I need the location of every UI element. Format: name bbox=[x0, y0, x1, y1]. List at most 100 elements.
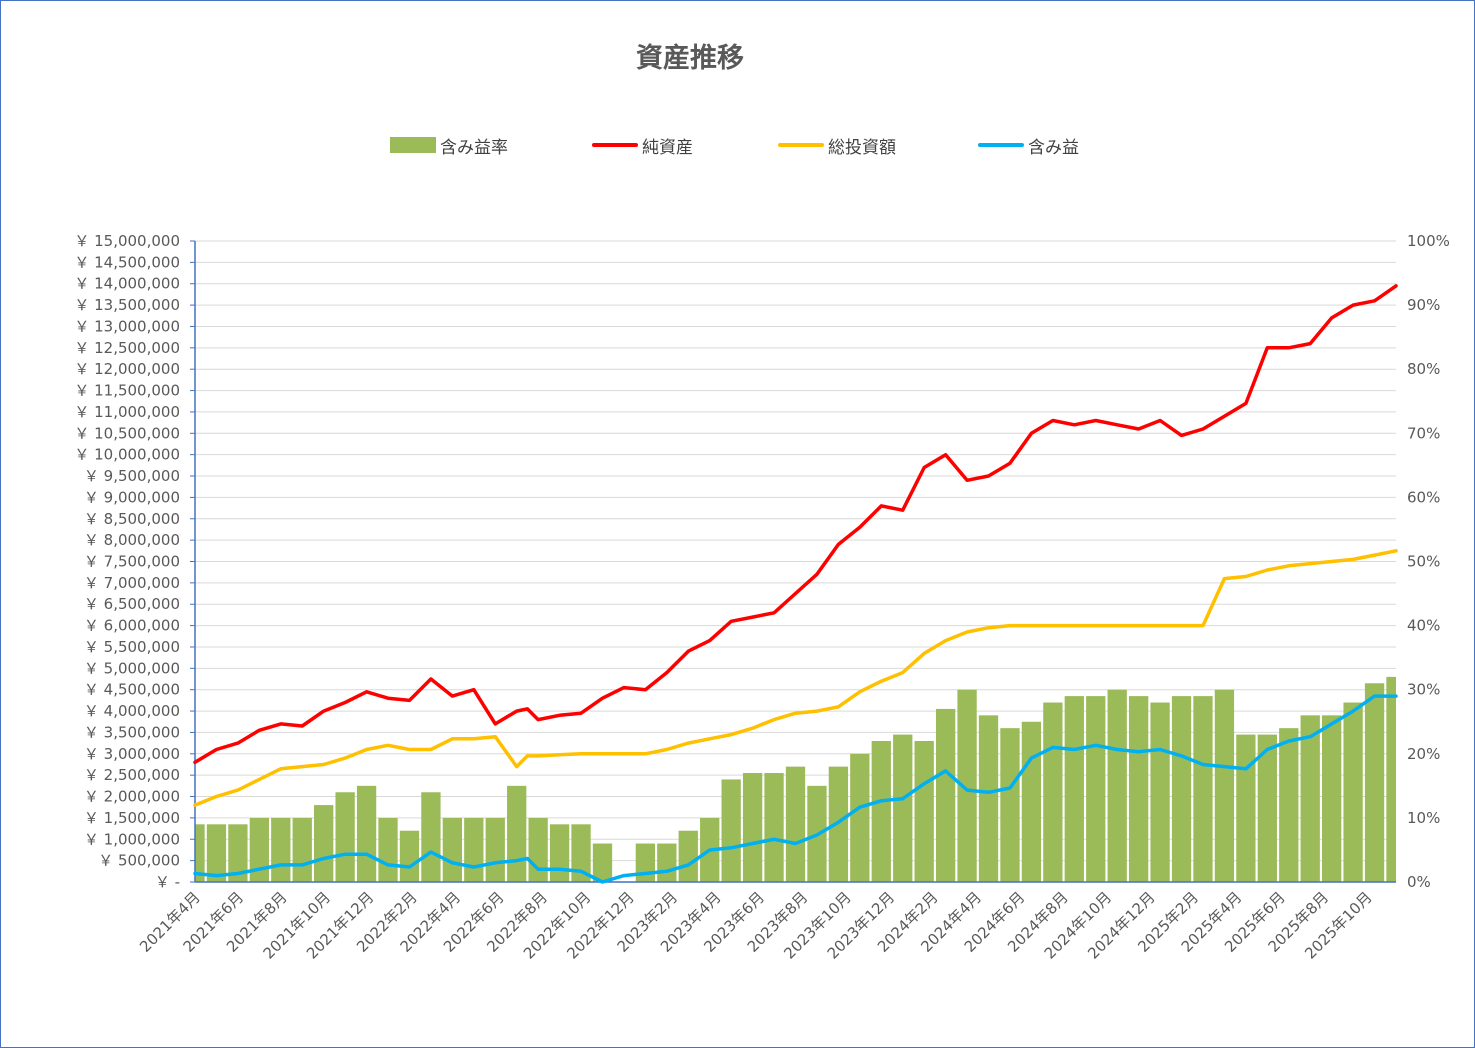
bar-ratio bbox=[378, 817, 398, 882]
bar-ratio bbox=[678, 830, 698, 882]
legend-item-gain: 含み益 bbox=[978, 134, 1079, 158]
y-axis-tick-label: ￥ 2,500,000 bbox=[84, 766, 180, 784]
y-axis-tick-label: ￥ 10,000,000 bbox=[74, 446, 180, 464]
bar-ratio bbox=[764, 773, 784, 882]
bar-ratio bbox=[356, 785, 377, 882]
bar-ratio bbox=[1107, 689, 1127, 882]
y-axis-tick-label: ￥ 2,000,000 bbox=[84, 788, 180, 806]
y-axis-tick-label: ￥ 11,000,000 bbox=[74, 403, 180, 421]
y-axis-tick-label: ￥ 12,500,000 bbox=[74, 339, 180, 357]
bar-ratio bbox=[850, 753, 870, 882]
y-axis-tick-label: ￥ 7,000,000 bbox=[84, 574, 180, 592]
bar-ratio bbox=[314, 805, 334, 882]
y2-axis-tick-label: 10% bbox=[1407, 809, 1440, 827]
bar-ratio bbox=[893, 734, 913, 882]
bar-ratio bbox=[485, 817, 505, 882]
legend-label-ratio: 含み益率 bbox=[440, 137, 508, 158]
bar-ratio bbox=[1257, 734, 1277, 882]
y2-axis-tick-label: 70% bbox=[1407, 424, 1440, 442]
bar-ratio bbox=[1236, 734, 1256, 882]
y-axis-tick-label: ￥ 500,000 bbox=[98, 852, 180, 870]
bar-ratio bbox=[957, 689, 977, 882]
bar-ratio bbox=[742, 773, 763, 882]
y-axis-tick-label: ￥ 8,000,000 bbox=[84, 531, 180, 549]
bar-ratio bbox=[1043, 702, 1063, 882]
bar-ratio bbox=[271, 817, 291, 882]
bar-ratio bbox=[549, 824, 570, 882]
bar-ratio bbox=[1021, 721, 1042, 882]
y-axis-tick-label: ￥ 6,500,000 bbox=[84, 595, 180, 613]
bar-ratio bbox=[528, 817, 548, 882]
bar-ratio bbox=[195, 824, 205, 882]
bar-ratio bbox=[785, 766, 806, 882]
y-axis-tick-label: ￥ 9,500,000 bbox=[84, 467, 180, 485]
bar-ratio bbox=[292, 817, 312, 882]
bar-ratio bbox=[1386, 676, 1396, 882]
bar-ratio bbox=[399, 830, 420, 882]
legend-swatch-invested bbox=[778, 143, 824, 147]
y2-axis-tick-label: 20% bbox=[1407, 745, 1440, 763]
legend-swatch-net bbox=[592, 143, 638, 147]
y2-axis-tick-label: 50% bbox=[1407, 553, 1440, 571]
bar-ratio bbox=[1279, 728, 1299, 882]
bar-ratio bbox=[464, 817, 484, 882]
bar-ratio bbox=[335, 792, 355, 882]
y-axis-tick-label: ￥ - bbox=[155, 873, 180, 891]
y-axis-tick-label: ￥ 13,500,000 bbox=[74, 296, 180, 314]
y2-axis-tick-label: 40% bbox=[1407, 617, 1440, 635]
bar-ratio bbox=[1322, 715, 1342, 882]
bar-ratio bbox=[1128, 696, 1149, 882]
bar-ratio bbox=[1364, 683, 1385, 882]
bar-ratio bbox=[978, 715, 999, 882]
y2-axis-tick-label: 60% bbox=[1407, 488, 1440, 506]
y2-axis-tick-label: 90% bbox=[1407, 296, 1440, 314]
y-axis-tick-label: ￥ 1,500,000 bbox=[84, 809, 180, 827]
y-axis-tick-label: ￥ 5,000,000 bbox=[84, 659, 180, 677]
y-axis-tick-label: ￥ 3,500,000 bbox=[84, 723, 180, 741]
y-axis-tick-label: ￥ 12,000,000 bbox=[74, 360, 180, 378]
y-axis-tick-label: ￥ 10,500,000 bbox=[74, 424, 180, 442]
bar-ratio bbox=[442, 817, 463, 882]
y-axis-tick-label: ￥ 5,500,000 bbox=[84, 638, 180, 656]
bar-ratio bbox=[1150, 702, 1170, 882]
legend-label-gain: 含み益 bbox=[1028, 137, 1079, 158]
y-axis-tick-label: ￥ 1,000,000 bbox=[84, 830, 180, 848]
legend-label-invested: 総投資額 bbox=[828, 137, 896, 158]
y2-axis-tick-label: 0% bbox=[1407, 873, 1431, 891]
bar-ratio bbox=[571, 824, 591, 882]
y-axis-tick-label: ￥ 3,000,000 bbox=[84, 745, 180, 763]
bar-ratio bbox=[206, 824, 227, 882]
bar-ratio bbox=[914, 740, 934, 882]
y-axis-tick-label: ￥ 6,000,000 bbox=[84, 617, 180, 635]
bar-ratio bbox=[1343, 702, 1363, 882]
bar-ratio bbox=[1193, 696, 1213, 882]
bar-ratio bbox=[721, 779, 741, 882]
y2-axis-tick-label: 80% bbox=[1407, 360, 1440, 378]
line-unrealized-gain bbox=[193, 694, 1398, 884]
line-total-invested bbox=[193, 549, 1398, 807]
y-axis-tick-label: ￥ 8,500,000 bbox=[84, 510, 180, 528]
y-axis-tick-label: ￥ 14,000,000 bbox=[74, 275, 180, 293]
y-axis-tick-label: ￥ 15,000,000 bbox=[74, 232, 180, 250]
bar-ratio bbox=[421, 792, 441, 882]
chart-title: 資産推移 bbox=[636, 43, 744, 74]
legend-swatch-ratio bbox=[390, 137, 436, 153]
bar-ratio bbox=[249, 817, 269, 882]
bar-ratio bbox=[228, 824, 248, 882]
legend-label-net: 純資産 bbox=[642, 137, 693, 158]
bar-ratio bbox=[871, 740, 891, 882]
legend-item-ratio: 含み益率 bbox=[390, 134, 508, 158]
y-axis-tick-label: ￥ 7,500,000 bbox=[84, 553, 180, 571]
bar-ratio bbox=[1000, 728, 1020, 882]
y-axis-tick-label: ￥ 11,500,000 bbox=[74, 382, 180, 400]
y-axis-tick-label: ￥ 13,000,000 bbox=[74, 317, 180, 335]
y-axis-tick-label: ￥ 14,500,000 bbox=[74, 253, 180, 271]
bar-ratio bbox=[1086, 696, 1106, 882]
legend-swatch-gain bbox=[978, 143, 1024, 147]
bar-ratio bbox=[657, 843, 677, 882]
y-axis-tick-label: ￥ 9,000,000 bbox=[84, 488, 180, 506]
y2-axis-tick-label: 30% bbox=[1407, 681, 1440, 699]
bar-ratio bbox=[1300, 715, 1320, 882]
bar-ratio bbox=[592, 843, 613, 882]
